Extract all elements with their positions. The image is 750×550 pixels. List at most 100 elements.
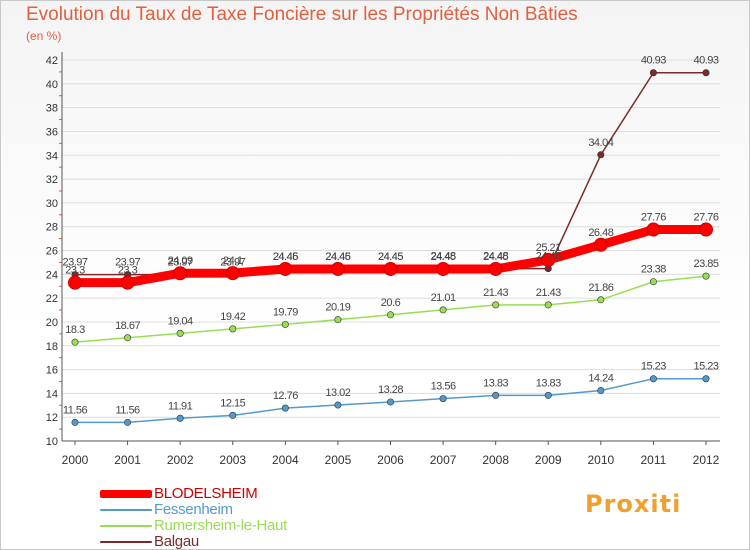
data-label: 23.85	[693, 258, 718, 270]
data-label: 23.97	[220, 257, 245, 269]
legend-label: BLODELSHEIM	[154, 485, 258, 502]
data-label: 18.3	[65, 324, 85, 336]
data-label: 18.67	[115, 320, 140, 332]
data-label: 23.38	[641, 264, 666, 276]
data-point	[71, 338, 79, 346]
data-label: 11.56	[63, 404, 88, 416]
data-point	[225, 266, 240, 281]
data-point	[386, 311, 394, 319]
data-point	[71, 418, 79, 426]
data-point	[702, 375, 710, 383]
data-point	[436, 261, 451, 276]
data-point	[649, 375, 657, 383]
data-label: 26.48	[588, 227, 613, 239]
data-point	[281, 320, 289, 328]
data-point	[544, 391, 552, 399]
data-label: 14.24	[588, 373, 613, 385]
legend-label: Fessenheim	[154, 501, 233, 518]
x-tick-label: 2006	[377, 453, 404, 467]
data-label: 27.76	[641, 212, 666, 224]
data-label: 12.15	[220, 397, 245, 409]
data-label: 23.3	[65, 265, 85, 277]
y-tick-label: 30	[46, 198, 58, 210]
data-label: 40.93	[693, 55, 718, 67]
y-tick-label: 20	[46, 317, 58, 329]
data-label: 24.46	[325, 251, 350, 263]
data-point	[173, 266, 188, 281]
x-tick-label: 2001	[114, 453, 141, 467]
legend-swatch	[100, 541, 152, 543]
data-label: 21.86	[588, 282, 613, 294]
y-tick-label: 34	[46, 150, 58, 162]
data-point	[176, 414, 184, 422]
data-label: 24.48	[431, 251, 456, 263]
data-point	[544, 301, 552, 309]
data-label: 15.23	[641, 361, 666, 373]
y-tick-label: 40	[46, 79, 58, 91]
data-point	[702, 272, 710, 280]
data-label: 13.83	[536, 377, 561, 389]
data-point	[492, 301, 500, 309]
data-label: 24.45	[273, 251, 298, 263]
data-point	[488, 261, 503, 276]
y-tick-label: 12	[46, 412, 58, 424]
data-label: 24.48	[483, 251, 508, 263]
data-point	[439, 306, 447, 314]
data-label: 24.45	[378, 251, 403, 263]
y-tick-label: 24	[46, 269, 58, 281]
data-point	[124, 418, 132, 426]
legend-label: Balgau	[154, 533, 199, 550]
x-tick-label: 2005	[325, 453, 352, 467]
y-tick-label: 10	[46, 436, 58, 448]
y-tick-label: 32	[46, 174, 58, 186]
data-label: 13.56	[431, 381, 456, 393]
y-tick-label: 28	[46, 222, 58, 234]
x-tick-label: 2009	[535, 453, 562, 467]
x-tick-label: 2011	[641, 453, 667, 467]
data-label: 27.76	[693, 212, 718, 224]
x-tick-label: 2010	[587, 453, 614, 467]
data-label: 15.23	[693, 361, 718, 373]
data-label: 13.28	[378, 384, 403, 396]
y-tick-label: 36	[46, 126, 58, 138]
data-point	[649, 278, 657, 286]
data-label: 19.04	[168, 315, 193, 327]
x-tick-label: 2008	[482, 453, 509, 467]
x-tick-label: 2000	[62, 453, 89, 467]
data-label: 23.3	[118, 265, 138, 277]
data-label: 20.19	[325, 302, 350, 314]
data-label: 13.02	[325, 387, 350, 399]
chart-title: Evolution du Taux de Taxe Foncière sur l…	[26, 4, 578, 25]
data-label: 24.45	[483, 251, 508, 263]
data-label: 23.97	[62, 257, 87, 269]
data-point	[278, 261, 293, 276]
y-tick-label: 22	[46, 293, 58, 305]
data-point	[229, 411, 237, 419]
data-point	[597, 387, 605, 395]
y-tick-label: 14	[46, 388, 58, 400]
y-tick-label: 38	[46, 103, 58, 115]
y-tick-label: 18	[46, 341, 58, 353]
data-point	[120, 275, 135, 290]
data-point	[593, 237, 608, 252]
data-label: 24.46	[273, 251, 298, 263]
data-label: 34.04	[588, 137, 613, 149]
data-label: 25.21	[536, 242, 561, 254]
data-label: 24.1	[223, 255, 243, 267]
legend-swatch	[100, 525, 152, 527]
proxiti-logo: Proxiti	[585, 490, 682, 518]
x-tick-label: 2002	[167, 453, 194, 467]
data-label: 23.97	[168, 257, 193, 269]
data-point	[541, 252, 556, 267]
data-label: 11.56	[115, 404, 140, 416]
data-point	[597, 296, 605, 304]
legend-label: Rumersheim-le-Haut	[154, 517, 287, 534]
data-label: 24.09	[168, 255, 193, 267]
data-point	[281, 404, 289, 412]
x-tick-label: 2003	[219, 453, 246, 467]
data-label: 21.01	[431, 292, 456, 304]
legend-swatch	[100, 509, 152, 511]
data-point	[597, 151, 605, 159]
y-tick-label: 42	[46, 55, 58, 67]
